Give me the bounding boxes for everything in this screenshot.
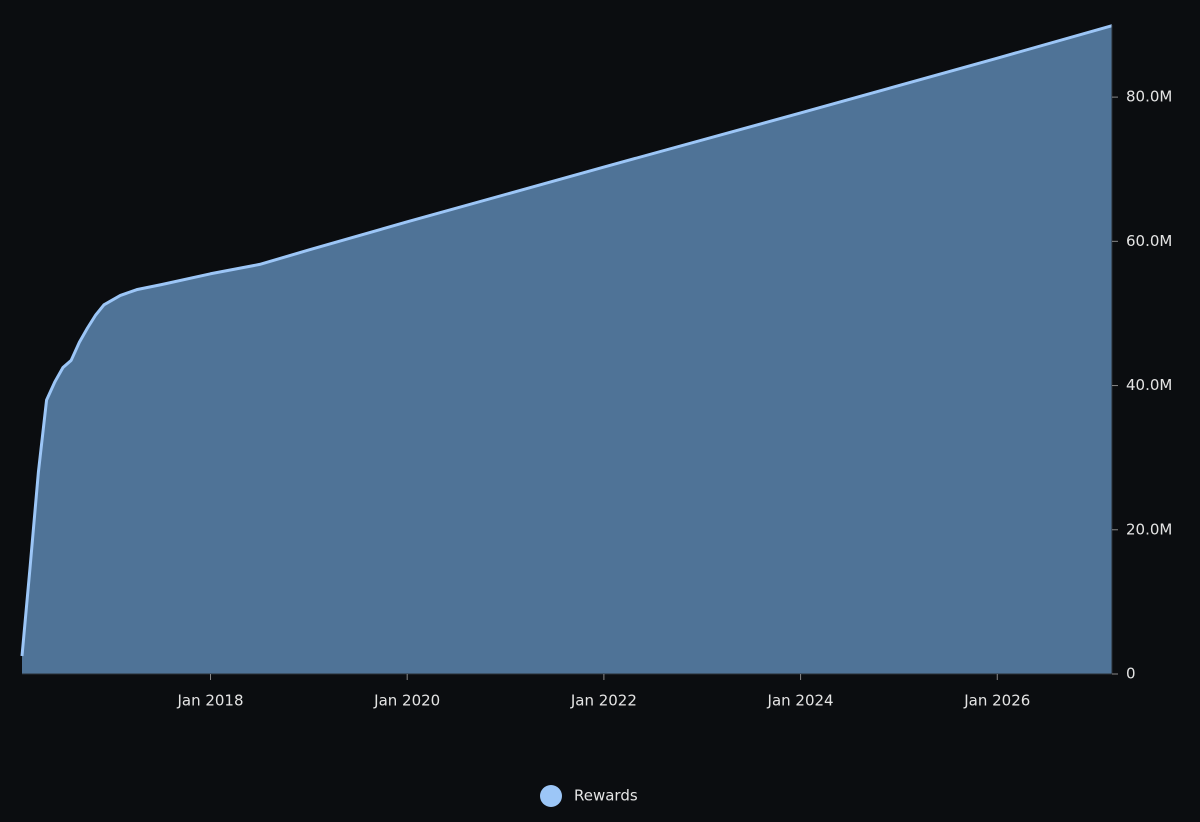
x-tick-label: Jan 2024 xyxy=(767,692,834,710)
legend-label[interactable]: Rewards xyxy=(574,787,638,805)
y-tick-label: 60.0M xyxy=(1126,232,1172,250)
x-tick-label: Jan 2020 xyxy=(373,692,440,710)
y-tick-label: 0 xyxy=(1126,665,1136,683)
x-tick-label: Jan 2018 xyxy=(176,692,243,710)
x-tick-label: Jan 2026 xyxy=(963,692,1030,710)
y-tick-label: 20.0M xyxy=(1126,520,1172,538)
y-tick-label: 80.0M xyxy=(1126,88,1172,106)
area-fill xyxy=(22,25,1112,674)
x-tick-label: Jan 2022 xyxy=(570,692,637,710)
area-line xyxy=(20,24,1113,657)
legend-marker xyxy=(540,785,562,807)
y-tick-label: 40.0M xyxy=(1126,376,1172,394)
